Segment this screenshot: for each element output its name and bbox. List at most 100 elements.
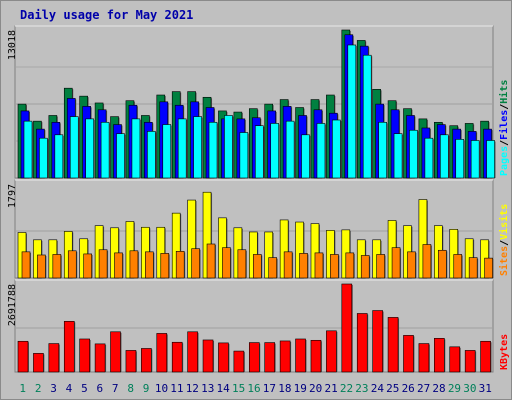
bar-kbytes-16 [248, 342, 260, 373]
bar-kbytes-6 [94, 343, 106, 373]
bar-sites-1 [21, 251, 31, 279]
bar-sites-21 [330, 254, 339, 279]
legend-kbytes-panel: KBytes [499, 334, 510, 370]
legend-visits-panel-text: Sites/Visits [498, 204, 510, 276]
bar-kbytes-20 [310, 339, 322, 373]
chart-title: Daily usage for May 2021 [20, 8, 193, 22]
bar-pages-7 [116, 133, 125, 179]
bar-sites-16 [252, 254, 262, 279]
bar-kbytes-30 [464, 350, 476, 373]
legend-visits: Visits [498, 204, 510, 240]
bar-sites-18 [283, 251, 293, 279]
legend-visits-panel: Sites/Visits [498, 204, 510, 276]
bar-pages-16 [254, 125, 264, 179]
bar-kbytes-31 [480, 340, 491, 373]
legend-hits-panel-text: Pages/Files/Hits [498, 80, 510, 176]
bar-pages-12 [193, 116, 202, 179]
bar-sites-7 [114, 252, 123, 279]
bar-pages-5 [85, 118, 94, 179]
bar-kbytes-12 [187, 331, 198, 373]
bar-kbytes-23 [356, 313, 368, 373]
bar-kbytes-5 [79, 338, 90, 373]
bar-pages-10 [162, 124, 172, 179]
day-label-16: 16 [247, 382, 260, 395]
day-label-31: 31 [479, 382, 492, 395]
bar-kbytes-15 [233, 350, 245, 373]
day-label-11: 11 [170, 382, 183, 395]
bar-kbytes-19 [295, 338, 306, 373]
bar-sites-17 [268, 257, 278, 279]
day-label-1: 1 [19, 382, 26, 395]
bar-sites-15 [237, 249, 247, 279]
day-label-4: 4 [66, 382, 73, 395]
legend-kbytes-panel-text: KBytes [499, 334, 510, 370]
day-label-23: 23 [355, 382, 368, 395]
bar-kbytes-17 [264, 342, 276, 373]
legend-files: Files [498, 110, 510, 140]
bar-pages-18 [285, 120, 295, 179]
bar-sites-10 [160, 253, 170, 279]
bar-pages-14 [224, 115, 233, 179]
bar-pages-24 [378, 121, 387, 179]
day-label-21: 21 [324, 382, 337, 395]
bar-sites-14 [222, 247, 231, 279]
hits-panel: 13018 [7, 25, 496, 179]
bar-pages-13 [208, 121, 218, 179]
bar-kbytes-24 [372, 310, 383, 373]
day-label-20: 20 [309, 382, 322, 395]
bar-sites-9 [145, 251, 154, 279]
bar-pages-20 [316, 123, 326, 179]
day-label-15: 15 [232, 382, 245, 395]
bar-kbytes-27 [418, 343, 430, 373]
bar-pages-15 [239, 132, 249, 179]
bar-pages-1 [23, 120, 33, 179]
hits-panel-ymax-label: 13018 [7, 30, 18, 60]
bar-pages-25 [393, 133, 403, 179]
bar-pages-17 [270, 123, 280, 179]
bar-kbytes-18 [279, 340, 291, 373]
bar-pages-22 [347, 44, 357, 179]
day-label-29: 29 [448, 382, 461, 395]
bar-sites-31 [484, 257, 493, 279]
bar-pages-9 [147, 131, 156, 179]
legend-separator: / [499, 240, 510, 246]
bar-kbytes-8 [125, 350, 137, 373]
day-label-3: 3 [50, 382, 57, 395]
bar-pages-4 [69, 116, 79, 179]
kbytes-panel: 2691788 [7, 279, 494, 373]
bar-sites-30 [468, 257, 478, 279]
bar-pages-26 [409, 129, 418, 179]
kbytes-panel-ymax-label: 2691788 [7, 284, 18, 326]
day-label-10: 10 [155, 382, 168, 395]
bar-kbytes-22 [341, 283, 353, 373]
day-label-26: 26 [402, 382, 415, 395]
bar-sites-8 [129, 250, 139, 279]
legend-sites: Sites [498, 246, 510, 276]
bar-kbytes-3 [48, 343, 60, 373]
bar-pages-19 [301, 134, 310, 179]
day-label-8: 8 [127, 382, 134, 395]
bar-sites-2 [37, 254, 46, 279]
bar-kbytes-1 [17, 340, 29, 373]
bar-kbytes-10 [156, 333, 168, 373]
bar-pages-2 [39, 137, 48, 179]
legend-hits: Hits [498, 80, 510, 104]
day-label-30: 30 [463, 382, 476, 395]
day-label-6: 6 [96, 382, 103, 395]
bar-sites-19 [299, 253, 308, 279]
bar-sites-26 [407, 251, 416, 279]
day-label-28: 28 [432, 382, 445, 395]
bar-pages-27 [424, 137, 434, 179]
bar-pages-3 [54, 134, 64, 179]
day-label-22: 22 [340, 382, 353, 395]
bar-kbytes-21 [326, 330, 337, 373]
bar-sites-5 [83, 253, 92, 279]
legend-kbytes: KBytes [499, 334, 510, 370]
bar-sites-23 [360, 255, 370, 279]
day-label-27: 27 [417, 382, 430, 395]
legend-pages: Pages [499, 146, 510, 176]
day-label-25: 25 [386, 382, 399, 395]
bar-pages-31 [486, 140, 495, 179]
bar-kbytes-4 [63, 321, 75, 373]
bar-sites-11 [175, 251, 185, 279]
